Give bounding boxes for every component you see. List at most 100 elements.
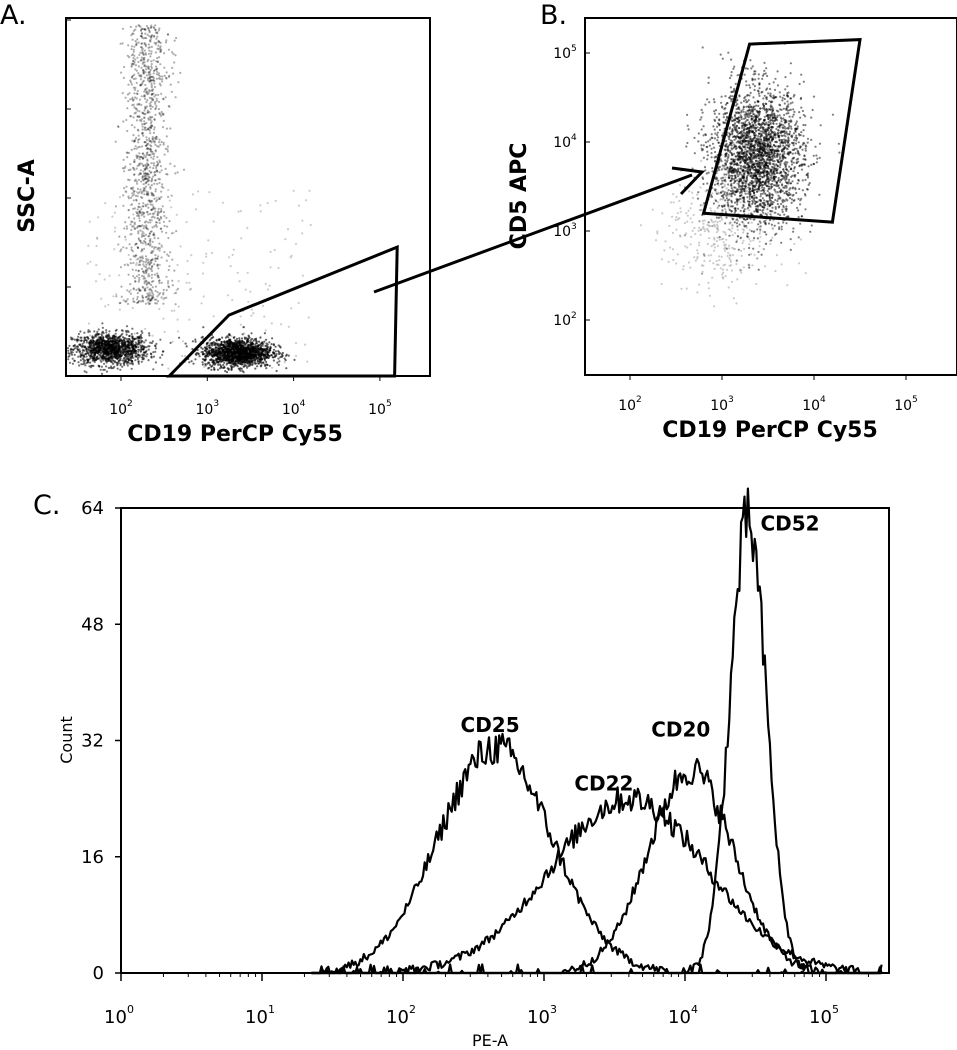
scatter-point: [139, 240, 142, 243]
scatter-point: [149, 79, 152, 82]
scatter-point: [124, 235, 127, 238]
scatter-point: [775, 127, 778, 131]
scatter-point: [140, 267, 144, 270]
scatter-point: [263, 315, 266, 318]
scatter-point: [134, 351, 137, 354]
scatter-point: [147, 199, 150, 202]
scatter-point: [141, 131, 144, 134]
scatter-point: [246, 271, 249, 274]
scatter-point: [156, 56, 159, 60]
scatter-point: [204, 359, 207, 362]
scatter-point: [235, 350, 239, 353]
scatter-point: [148, 262, 151, 266]
scatter-point: [91, 336, 94, 339]
scatter-point: [141, 224, 144, 227]
scatter-point: [202, 295, 205, 298]
scatter-point: [211, 336, 214, 339]
scatter-point: [151, 334, 154, 337]
scatter-point: [796, 182, 799, 185]
scatter-point: [788, 130, 792, 133]
scatter-point: [236, 365, 239, 368]
scatter-point: [89, 361, 92, 364]
scatter-point: [113, 342, 116, 345]
scatter-point: [71, 351, 74, 354]
scatter-point: [201, 272, 205, 275]
scatter-point: [138, 224, 141, 228]
scatter-point: [97, 328, 100, 331]
scatter-point: [148, 291, 151, 294]
scatter-point: [104, 335, 108, 338]
scatter-point: [772, 94, 775, 97]
scatter-point: [228, 355, 231, 358]
scatter-point: [156, 31, 159, 34]
scatter-point: [700, 144, 703, 147]
scatter-point: [152, 157, 155, 160]
scatter-point: [212, 315, 215, 318]
scatter-point: [243, 349, 246, 352]
scatter-point: [253, 361, 256, 364]
scatter-point: [138, 202, 141, 205]
scatter-point: [207, 340, 210, 343]
scatter-point: [154, 143, 157, 146]
scatter-point: [201, 353, 204, 356]
scatter-point: [136, 332, 139, 335]
scatter-point: [140, 34, 143, 38]
scatter-point: [155, 302, 158, 305]
scatter-point: [154, 65, 158, 68]
scatter-point: [116, 364, 119, 367]
scatter-point: [161, 80, 164, 83]
scatter-point: [135, 342, 138, 345]
scatter-point: [105, 352, 108, 355]
scatter-point: [176, 263, 179, 267]
scatter-point: [160, 230, 164, 233]
scatter-point: [142, 211, 145, 214]
scatter-point: [241, 361, 244, 364]
scatter-point: [111, 215, 114, 218]
scatter-point: [151, 105, 154, 108]
scatter-point: [795, 191, 798, 195]
scatter-point: [87, 329, 90, 332]
scatter-point: [207, 239, 210, 242]
scatter-point: [258, 343, 261, 346]
scatter-point: [158, 279, 161, 283]
scatter-point: [246, 366, 249, 369]
scatter-point: [167, 104, 170, 108]
scatter-point: [146, 203, 149, 206]
scatter-point: [131, 335, 134, 338]
scatter-point: [281, 351, 284, 355]
scatter-point: [167, 367, 170, 370]
scatter-point: [136, 214, 139, 217]
scatter-point: [145, 105, 148, 108]
scatter-point: [223, 365, 226, 368]
scatter-point: [117, 125, 120, 128]
scatter-point: [148, 293, 151, 296]
scatter-point: [155, 165, 158, 168]
scatter-point: [150, 171, 153, 174]
scatter-point: [162, 298, 165, 301]
scatter-point: [144, 302, 148, 305]
scatter-point: [94, 347, 97, 350]
scatter-point: [102, 339, 105, 342]
scatter-point: [794, 187, 797, 190]
scatter-point: [118, 340, 121, 343]
scatter-point: [154, 174, 157, 177]
scatter-point: [165, 71, 168, 74]
scatter-point: [143, 225, 146, 228]
scatter-point: [142, 202, 145, 205]
scatter-point: [162, 113, 165, 116]
scatter-point: [721, 57, 724, 60]
scatter-point: [101, 347, 104, 350]
scatter-point: [72, 348, 75, 351]
scatter-point: [85, 371, 88, 374]
scatter-point: [265, 338, 268, 341]
scatter-point: [142, 170, 145, 173]
scatter-point: [206, 345, 209, 348]
scatter-point: [113, 365, 116, 368]
scatter-point: [129, 262, 132, 265]
scatter-point: [130, 124, 134, 127]
scatter-point: [124, 353, 127, 357]
scatter-point: [143, 76, 146, 79]
scatter-point: [163, 214, 166, 218]
scatter-point: [144, 45, 147, 48]
scatter-point: [132, 300, 135, 303]
